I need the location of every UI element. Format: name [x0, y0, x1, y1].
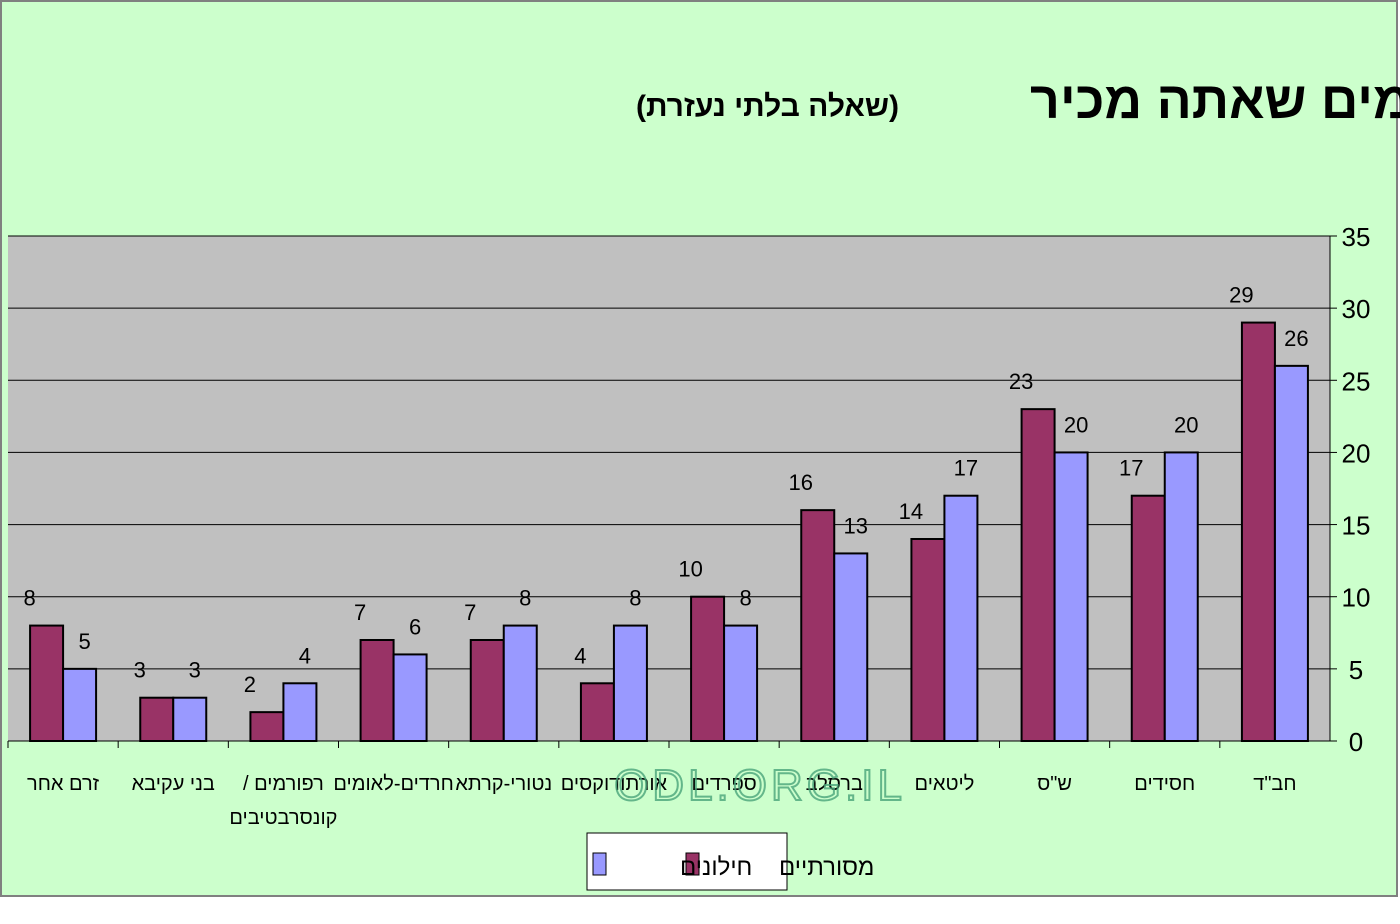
data-label: 17 — [954, 456, 978, 481]
bar — [469, 639, 505, 742]
data-label: 7 — [354, 600, 366, 625]
chart-title: הזרמים שאתה מכיר — [1030, 72, 1400, 130]
x-tick-label: חרדים-לאומים — [333, 773, 453, 795]
bar — [139, 696, 175, 743]
y-axis: 0 5 10 15 20 25 30 35 — [1329, 222, 1371, 757]
bar — [910, 538, 946, 742]
x-axis: חב"ד חסידים ש"ס ליטאים ברסלב ספרדים אורתודוקסי… — [7, 740, 1330, 829]
data-label: 4 — [574, 643, 586, 668]
bar — [359, 639, 395, 742]
y-tick-label: 10 — [1342, 583, 1371, 613]
data-label: 16 — [789, 470, 813, 495]
y-tick-label: 20 — [1342, 438, 1371, 468]
bars — [29, 321, 1309, 743]
x-tick-label: אורתודוקסים — [561, 773, 668, 795]
legend-swatch-secular — [592, 852, 607, 876]
x-tick-label: ברסלב — [806, 773, 863, 795]
data-label: 29 — [1229, 283, 1253, 308]
chart-subtitle: (שאלה בלתי נעזרת) — [636, 90, 899, 123]
data-label: 8 — [629, 586, 641, 611]
x-tick-label: נטורי-קרתא — [455, 773, 552, 795]
x-tick-label: חב"ד — [1253, 773, 1296, 795]
bar — [800, 509, 836, 742]
y-tick-label: 5 — [1349, 655, 1363, 685]
data-label: 23 — [1009, 369, 1033, 394]
gridlines — [8, 235, 1330, 742]
legend-label-secular: חילונים — [680, 854, 752, 881]
bar — [282, 682, 318, 742]
data-label: 7 — [464, 600, 476, 625]
watermark: ODL.ORG.IL — [614, 761, 906, 810]
bar — [62, 667, 98, 742]
bar — [392, 653, 428, 743]
x-tick-label: קונסרבטיבים — [229, 807, 337, 829]
bar — [1020, 408, 1056, 742]
x-tick-label: בני עקיבא — [132, 773, 215, 795]
plot-area — [8, 236, 1330, 741]
bar — [172, 696, 208, 743]
data-label: 6 — [409, 614, 421, 639]
bar — [249, 711, 285, 743]
data-labels: 29 26 17 20 23 20 14 17 16 13 10 8 4 8 7 8 7 6 2 4 3 3 8 5 — [23, 283, 1308, 698]
data-label: 5 — [78, 629, 90, 654]
x-tick-label: ש"ס — [1037, 773, 1072, 795]
bar — [1130, 494, 1166, 743]
bar — [723, 624, 759, 742]
data-label: 3 — [189, 658, 201, 683]
legend-label-traditional: מסורתיים — [779, 854, 874, 881]
legend: מסורתיים חילונים — [586, 832, 874, 891]
data-label: 13 — [844, 513, 868, 538]
legend-swatch-traditional — [685, 852, 700, 876]
data-label: 10 — [678, 557, 702, 582]
data-label: 26 — [1284, 326, 1308, 351]
bar — [1163, 451, 1199, 742]
data-label: 2 — [244, 672, 256, 697]
y-tick-label: 35 — [1342, 222, 1371, 252]
x-tick-label: ליטאים — [915, 773, 975, 795]
y-tick-label: 25 — [1342, 366, 1371, 396]
bar — [690, 595, 726, 743]
bar — [612, 624, 648, 742]
data-label: 8 — [23, 586, 35, 611]
y-tick-label: 0 — [1349, 727, 1363, 757]
data-label: 3 — [134, 658, 146, 683]
data-label: 4 — [299, 643, 311, 668]
bar — [579, 682, 615, 742]
bar — [1240, 321, 1276, 742]
bar — [943, 494, 979, 743]
data-label: 20 — [1064, 412, 1088, 437]
data-label: 8 — [739, 586, 751, 611]
data-label: 20 — [1174, 412, 1198, 437]
bar — [29, 624, 65, 742]
y-tick-label: 30 — [1342, 294, 1371, 324]
y-tick-label: 15 — [1342, 511, 1371, 541]
bar — [502, 624, 538, 742]
x-tick-label: רפורמים / — [243, 773, 324, 795]
x-tick-label: חסידים — [1134, 773, 1195, 795]
bar — [1053, 451, 1089, 742]
data-label: 14 — [899, 499, 923, 524]
bar — [833, 552, 869, 743]
bar — [1273, 364, 1309, 742]
data-label: 17 — [1119, 456, 1143, 481]
data-label: 8 — [519, 586, 531, 611]
x-tick-label: ספרדים — [691, 773, 756, 795]
x-tick-label: זרם אחר — [27, 773, 100, 795]
